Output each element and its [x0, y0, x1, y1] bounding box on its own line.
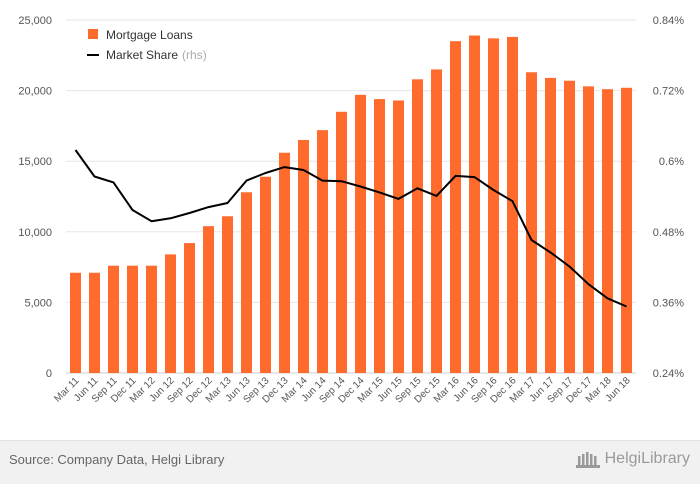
legend-label-market-share: Market Share (rhs) — [106, 48, 207, 62]
bar — [507, 36, 518, 373]
right-tick-label: 0.36% — [653, 297, 684, 309]
chart: 0 5,000 10,000 15,000 20,000 25,000 0.24% 0.36… — [18, 15, 684, 406]
legend-label-market-share-suffix: (rhs) — [182, 48, 207, 62]
bar — [336, 111, 347, 373]
legend-label-market-share-name: Market Share — [106, 48, 178, 62]
right-tick-label: 0.72% — [653, 86, 684, 98]
bar — [317, 130, 328, 373]
bar — [469, 35, 480, 373]
helgi-library-logo[interactable]: HelgiLibrary — [575, 449, 690, 469]
grid-lines — [66, 19, 636, 374]
bar — [412, 79, 423, 373]
legend-label-mortgage-loans: Mortgage Loans — [106, 28, 193, 42]
right-tick-label: 0.6% — [659, 156, 684, 168]
bar — [564, 80, 575, 373]
right-tick-label: 0.24% — [653, 368, 684, 380]
bar — [89, 272, 100, 373]
left-tick-label: 0 — [46, 368, 52, 380]
logo-text: HelgiLibrary — [604, 450, 690, 467]
right-tick-label: 0.84% — [653, 15, 684, 27]
left-tick-label: 25,000 — [18, 15, 52, 27]
right-tick-label: 0.48% — [653, 227, 684, 239]
bar — [70, 272, 81, 373]
bar — [488, 38, 499, 374]
bar — [127, 265, 138, 373]
bar — [260, 176, 271, 373]
bar — [222, 216, 233, 373]
bar — [298, 140, 309, 373]
bar — [526, 72, 537, 373]
legend: Mortgage Loans Market Share (rhs) — [87, 28, 207, 62]
bar — [431, 69, 442, 374]
bar — [108, 265, 119, 373]
bar — [602, 89, 613, 374]
bar — [241, 192, 252, 373]
bars-mortgage-loans — [70, 35, 632, 374]
left-tick-label: 15,000 — [18, 156, 52, 168]
bar — [203, 226, 214, 373]
left-tick-label: 20,000 — [18, 86, 52, 98]
line-market-share — [74, 149, 627, 308]
left-axis: 0 5,000 10,000 15,000 20,000 25,000 — [18, 15, 52, 380]
bar — [355, 94, 366, 373]
bar — [165, 254, 176, 373]
library-icon — [575, 452, 600, 468]
bar — [279, 152, 290, 373]
bar — [583, 86, 594, 373]
bar — [184, 243, 195, 373]
right-axis: 0.24% 0.36% 0.48% 0.6% 0.72% 0.84% — [653, 15, 684, 380]
bar — [450, 41, 461, 374]
bar — [146, 265, 157, 373]
left-tick-label: 5,000 — [24, 297, 52, 309]
source-note: Source: Company Data, Helgi Library — [9, 452, 225, 467]
left-tick-label: 10,000 — [18, 227, 52, 239]
legend-swatch-mortgage-loans — [88, 29, 98, 39]
bar — [545, 77, 556, 373]
footer: Source: Company Data, Helgi Library Helg… — [0, 440, 700, 484]
bar — [621, 87, 632, 373]
bar — [393, 100, 404, 373]
bar — [374, 99, 385, 374]
